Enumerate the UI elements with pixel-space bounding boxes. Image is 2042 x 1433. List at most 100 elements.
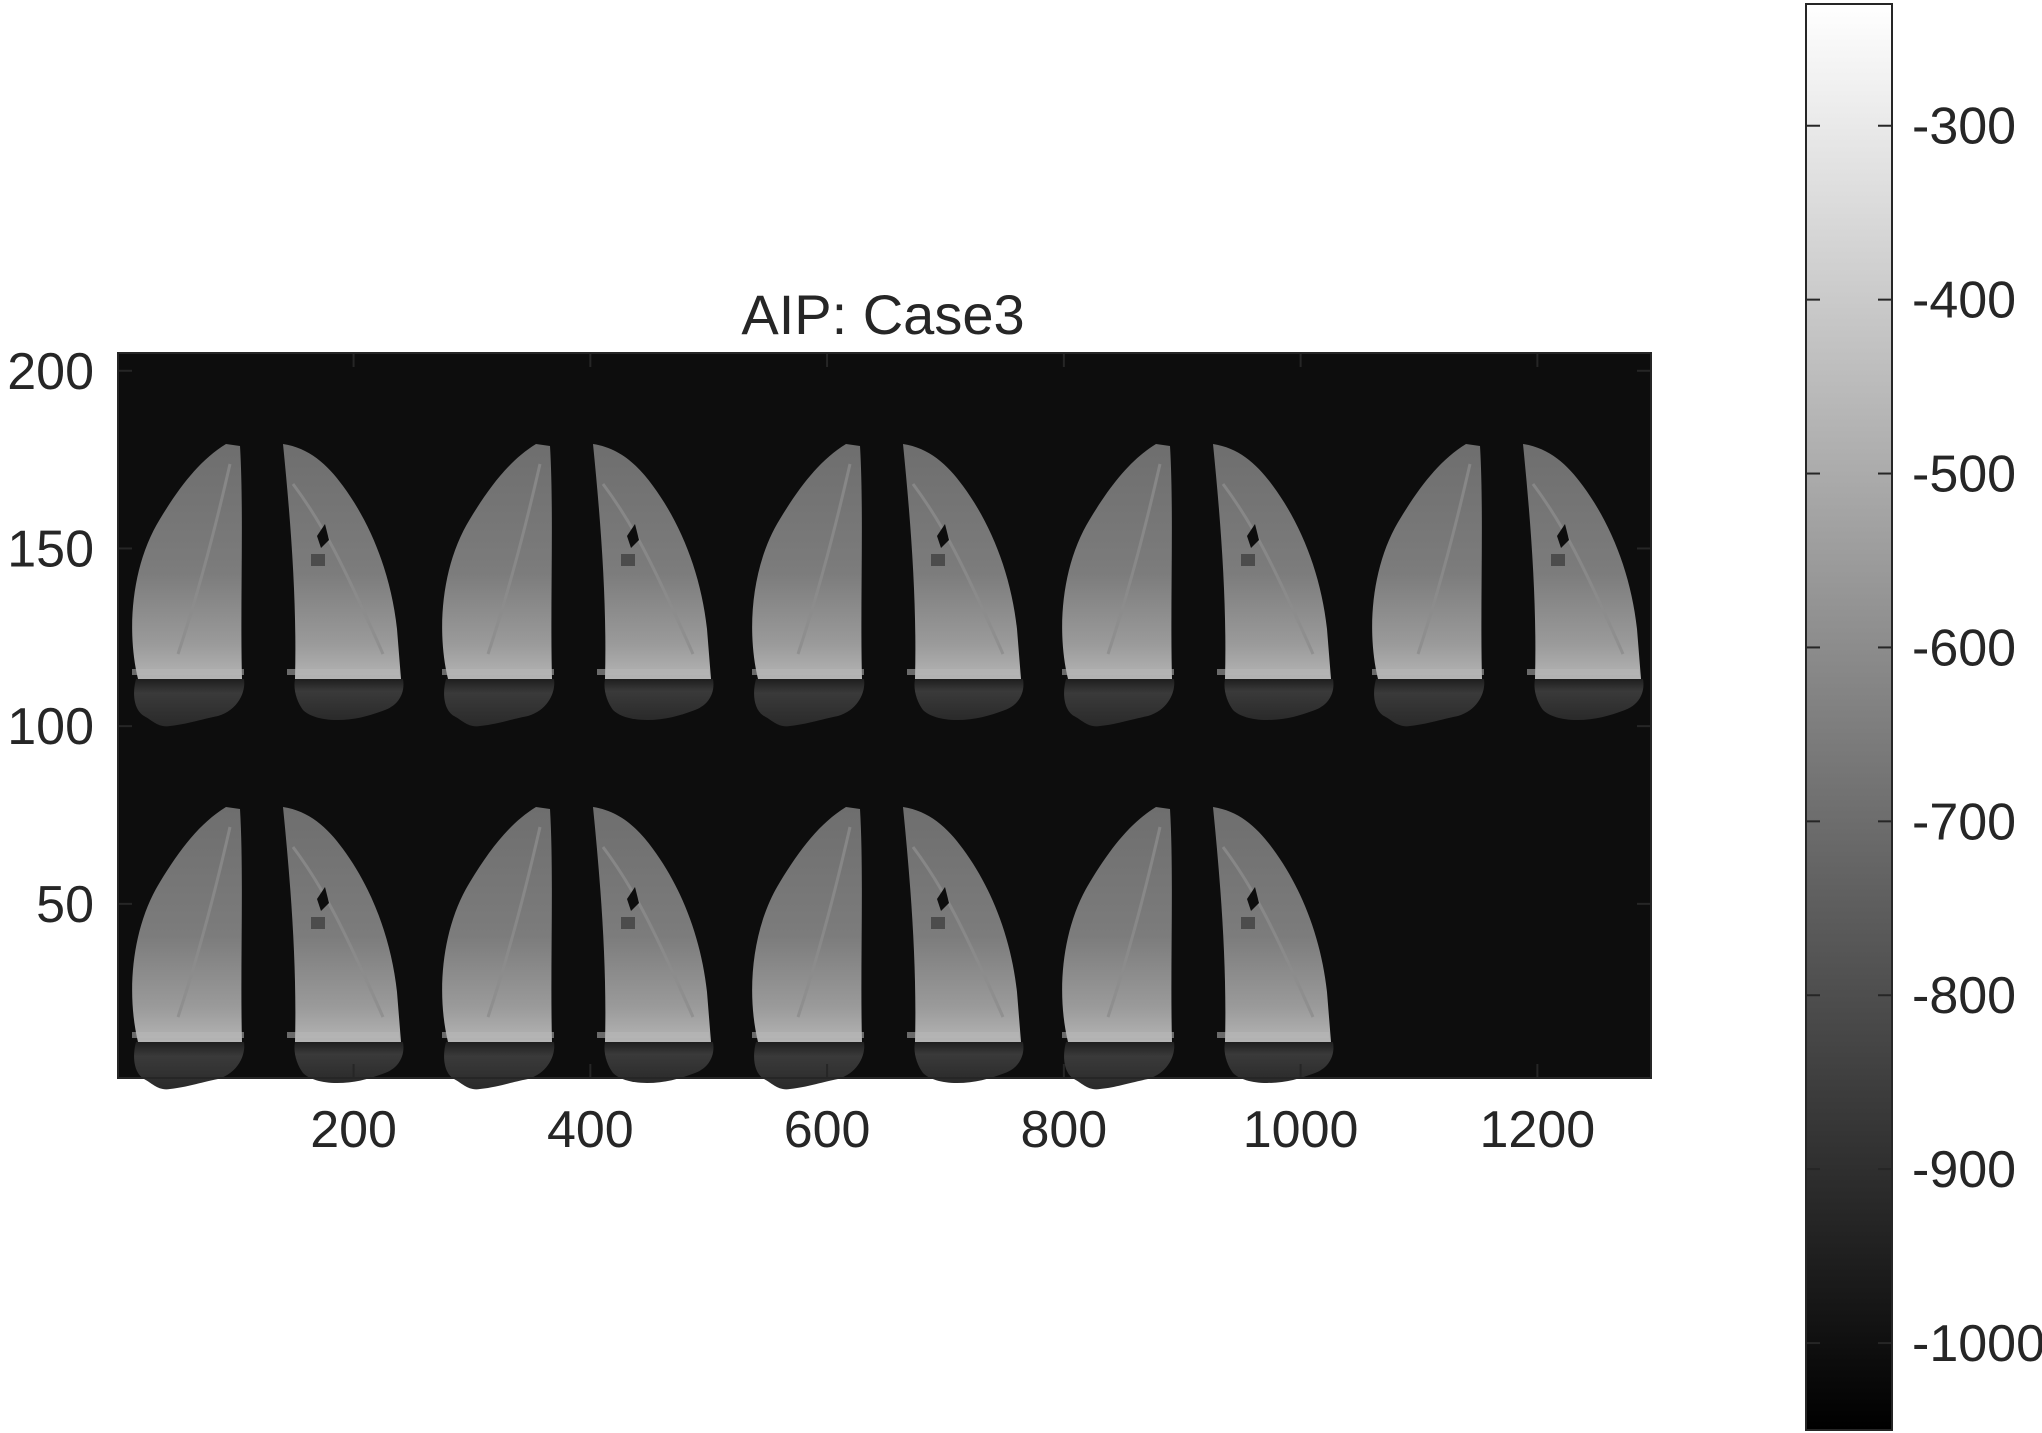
- lung-region: [283, 807, 401, 1042]
- lung-slice: [283, 807, 404, 1083]
- hilum-patch: [621, 917, 635, 929]
- lung-slice: [1062, 444, 1175, 727]
- lung-base-region: [444, 679, 555, 727]
- lung-region: [1372, 444, 1482, 679]
- x-tick-label: 1200: [1480, 1101, 1596, 1159]
- colorbar-gradient: [1806, 4, 1892, 1430]
- x-tick-label: 800: [1020, 1101, 1107, 1159]
- colorbar-tick-label: -400: [1912, 272, 2016, 330]
- hilum-patch: [931, 917, 945, 929]
- lung-region: [1062, 444, 1172, 679]
- lung-vessel: [291, 483, 385, 655]
- lung-base-region: [754, 1042, 865, 1090]
- airway-hole: [1557, 524, 1569, 548]
- x-axis: 200 400 600 800 1000 1200: [310, 353, 1595, 1159]
- lung-region: [283, 444, 401, 679]
- lung-slice: [442, 444, 555, 727]
- lung-region: [1523, 444, 1641, 679]
- lung-vessel: [1221, 846, 1315, 1018]
- lung-vessel: [911, 846, 1005, 1018]
- hilum-patch: [931, 554, 945, 566]
- colorbar-frame: [1805, 3, 1893, 1431]
- lung-base-region: [1224, 679, 1334, 720]
- lung-region: [132, 444, 242, 679]
- lung-vessel: [1106, 826, 1162, 1018]
- lung-slice: [903, 807, 1024, 1083]
- y-tick-label: 100: [7, 698, 94, 756]
- lung-base-region: [604, 1042, 714, 1083]
- airway-hole: [627, 887, 639, 911]
- hilum-patch: [1241, 554, 1255, 566]
- colorbar-tick-label: -1000: [1912, 1315, 2042, 1373]
- lung-region: [1213, 444, 1331, 679]
- y-axis: 200 150 100 50: [7, 343, 1651, 934]
- lung-region: [442, 444, 552, 679]
- lung-vessel: [601, 846, 695, 1018]
- y-tick-label: 200: [7, 343, 94, 401]
- lung-vessel: [911, 483, 1005, 655]
- hilum-patch: [311, 554, 325, 566]
- lung-region: [903, 807, 1021, 1042]
- lung-vessel: [1416, 463, 1472, 655]
- lung-vessel: [176, 463, 232, 655]
- hilum-patch: [1551, 554, 1565, 566]
- lung-base-region: [914, 1042, 1024, 1083]
- lung-vessel: [1106, 463, 1162, 655]
- lung-vessel: [291, 846, 385, 1018]
- lung-region: [593, 807, 711, 1042]
- lung-vessel: [796, 826, 852, 1018]
- x-tick-label: 1000: [1243, 1101, 1359, 1159]
- lung-slice: [593, 444, 714, 720]
- figure-title: AIP: Case3: [741, 283, 1024, 346]
- lung-slice: [593, 807, 714, 1083]
- colorbar-tick-label: -300: [1912, 98, 2016, 156]
- lung-region: [903, 444, 1021, 679]
- airway-hole: [627, 524, 639, 548]
- lung-region: [1213, 807, 1331, 1042]
- lung-vessel: [486, 463, 542, 655]
- image-axes: 200 400 600 800 1000 1200 200 150 100 50: [7, 343, 1652, 1159]
- x-tick-label: 400: [547, 1101, 634, 1159]
- lung-slice: [752, 444, 865, 727]
- lung-base-region: [294, 1042, 404, 1083]
- airway-hole: [937, 524, 949, 548]
- lung-slice: [1372, 444, 1485, 727]
- lung-base-region: [1374, 679, 1485, 727]
- colorbar-tick-label: -500: [1912, 446, 2016, 504]
- colorbar-tick-label: -800: [1912, 967, 2016, 1025]
- lung-base-region: [1224, 1042, 1334, 1083]
- lung-region: [593, 444, 711, 679]
- lung-slice: [132, 444, 245, 727]
- airway-hole: [937, 887, 949, 911]
- lung-base-region: [134, 679, 245, 727]
- lung-vessel: [176, 826, 232, 1018]
- colorbar-ticks: -300 -400 -500 -600 -700 -800 -900 -1000: [1806, 98, 2042, 1373]
- axes-frame: [117, 352, 1652, 1079]
- colorbar: -300 -400 -500 -600 -700 -800 -900 -1000: [1805, 3, 2042, 1431]
- lung-vessel: [601, 483, 695, 655]
- airway-hole: [317, 887, 329, 911]
- lung-base-region: [294, 679, 404, 720]
- lung-vessel: [1221, 483, 1315, 655]
- y-tick-label: 150: [7, 520, 94, 578]
- colorbar-tick-label: -600: [1912, 619, 2016, 677]
- hilum-patch: [311, 917, 325, 929]
- airway-hole: [1247, 887, 1259, 911]
- lung-slice: [1213, 444, 1334, 720]
- lung-base-region: [754, 679, 865, 727]
- lung-slice: [283, 444, 404, 720]
- lung-vessel: [1531, 483, 1625, 655]
- lung-region: [442, 807, 552, 1042]
- lung-base-region: [604, 679, 714, 720]
- airway-hole: [317, 524, 329, 548]
- lung-slice: [1213, 807, 1334, 1083]
- colorbar-tick-label: -700: [1912, 793, 2016, 851]
- lung-slice-mosaic: [132, 444, 1644, 1090]
- hilum-patch: [1241, 917, 1255, 929]
- colorbar-tick-label: -900: [1912, 1141, 2016, 1199]
- lung-base-region: [1064, 679, 1175, 727]
- lung-base-region: [1534, 679, 1644, 720]
- lung-base-region: [914, 679, 1024, 720]
- lung-base-region: [1064, 1042, 1175, 1090]
